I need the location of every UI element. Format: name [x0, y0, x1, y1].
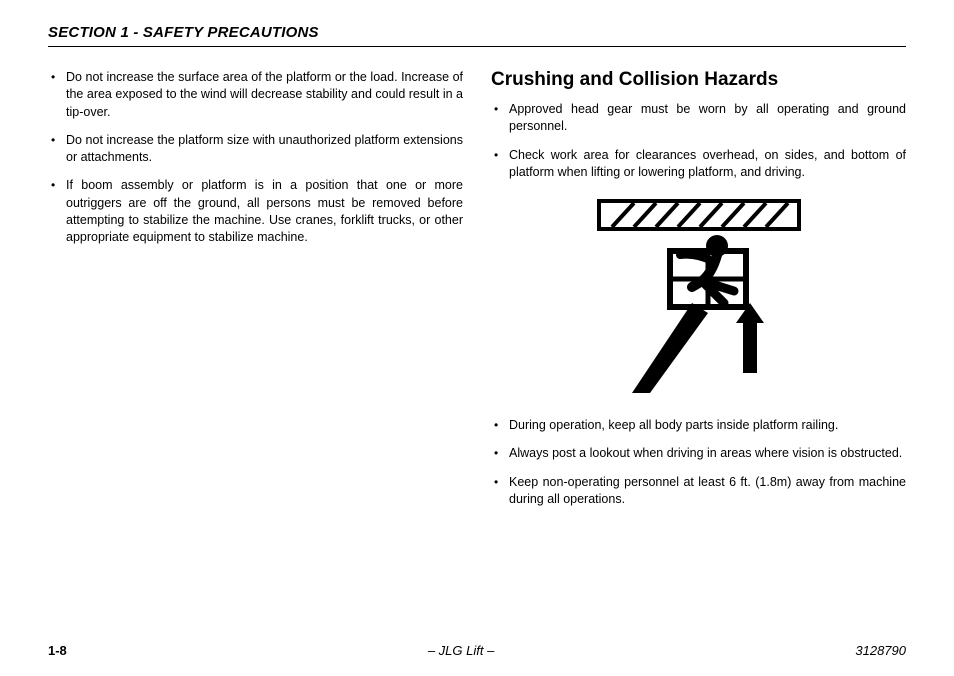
- doc-number: 3128790: [855, 643, 906, 658]
- list-item: During operation, keep all body parts in…: [491, 417, 906, 434]
- right-bullet-list-bottom: During operation, keep all body parts in…: [491, 417, 906, 508]
- content-columns: Do not increase the surface area of the …: [48, 69, 906, 519]
- list-item: Check work area for clearances overhead,…: [491, 147, 906, 182]
- list-item: Do not increase the surface area of the …: [48, 69, 463, 121]
- list-item: Keep non-operating personnel at least 6 …: [491, 474, 906, 509]
- right-bullet-list-top: Approved head gear must be worn by all o…: [491, 101, 906, 181]
- list-item: If boom assembly or platform is in a pos…: [48, 177, 463, 246]
- list-item: Approved head gear must be worn by all o…: [491, 101, 906, 136]
- brand-label: – JLG Lift –: [428, 643, 494, 658]
- subheading-crushing: Crushing and Collision Hazards: [491, 69, 906, 91]
- section-title: SECTION 1 - SAFETY PRECAUTIONS: [48, 24, 319, 41]
- list-item: Do not increase the platform size with u…: [48, 132, 463, 167]
- left-column: Do not increase the surface area of the …: [48, 69, 463, 519]
- page-number: 1-8: [48, 643, 67, 658]
- footer: 1-8 – JLG Lift – 3128790: [48, 643, 906, 658]
- left-bullet-list: Do not increase the surface area of the …: [48, 69, 463, 246]
- right-column: Crushing and Collision Hazards Approved …: [491, 69, 906, 519]
- list-item: Always post a lookout when driving in ar…: [491, 445, 906, 462]
- crush-hazard-icon: [584, 195, 814, 395]
- crush-hazard-figure: [491, 195, 906, 395]
- header-bar: SECTION 1 - SAFETY PRECAUTIONS: [48, 24, 906, 47]
